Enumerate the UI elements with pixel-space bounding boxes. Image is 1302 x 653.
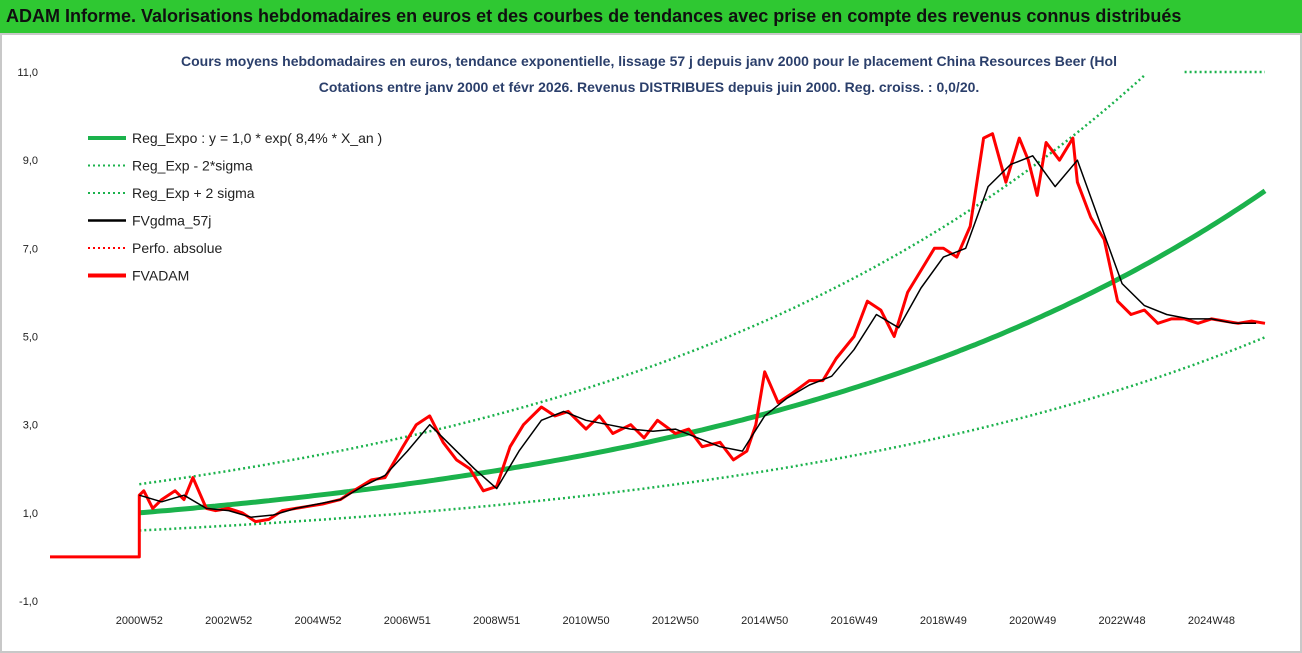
chart-title-line2: Cotations entre janv 2000 et févr 2026. … [319, 79, 980, 95]
reg-exp-minus-2-sigma-line [139, 336, 1266, 532]
legend-label: Reg_Exp - 2*sigma [132, 158, 253, 174]
legend-label: FVgdma_57j [132, 213, 211, 229]
reg-expo-line [139, 188, 1267, 516]
report-banner: ADAM Informe. Valorisations hebdomadaire… [0, 0, 1302, 33]
y-tick-label: 5,0 [23, 332, 38, 344]
y-tick-label: 9,0 [23, 155, 38, 167]
x-tick-label: 2012W50 [652, 615, 699, 627]
x-tick-label: 2010W50 [562, 615, 609, 627]
x-tick-label: 2002W52 [205, 615, 252, 627]
legend-label: Perfo. absolue [132, 240, 222, 256]
plot-area [50, 70, 1267, 559]
x-tick-label: 2018W49 [920, 615, 967, 627]
x-tick-label: 2024W48 [1188, 615, 1235, 627]
chart-title-line1: Cours moyens hebdomadaires en euros, ten… [181, 53, 1117, 69]
x-tick-label: 2000W52 [116, 615, 163, 627]
x-tick-label: 2008W51 [473, 615, 520, 627]
y-tick-label: 1,0 [23, 508, 38, 520]
x-tick-label: 2006W51 [384, 615, 431, 627]
legend-label: Reg_Expo : y = 1,0 * exp( 8,4% * X_an ) [132, 130, 382, 146]
y-axis: -1,0 1,0 3,0 5,0 7,0 9,0 11,0 [17, 67, 38, 608]
legend-label: Reg_Exp + 2 sigma [132, 185, 255, 201]
x-tick-label: 2020W49 [1009, 615, 1056, 627]
x-tick-label: 2016W49 [830, 615, 877, 627]
x-tick-label: 2004W52 [294, 615, 341, 627]
x-tick-label: 2014W50 [741, 615, 788, 627]
legend: Reg_Expo : y = 1,0 * exp( 8,4% * X_an ) R… [88, 130, 382, 284]
y-tick-label: 7,0 [23, 243, 38, 255]
x-axis: 2000W52 2002W52 2004W52 2006W51 2008W51 2010W… [116, 615, 1235, 627]
reg-exp-plus-2-sigma-line [139, 74, 1146, 486]
legend-label: FVADAM [132, 268, 189, 284]
fvgdma-57j-line [139, 155, 1257, 518]
y-tick-label: 11,0 [17, 67, 38, 79]
chart-frame [0, 33, 1302, 653]
y-tick-label: 3,0 [23, 420, 38, 432]
y-tick-label: -1,0 [19, 596, 38, 608]
x-tick-label: 2022W48 [1099, 615, 1146, 627]
